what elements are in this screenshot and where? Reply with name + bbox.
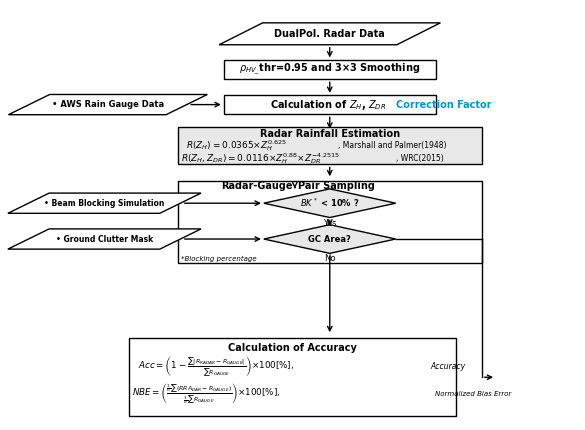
Text: $Acc = \left(1 - \frac{\sum|R_{RADAR}-R_{GAUGE}|}{\sum R_{GAUGE}}\right){\times}: $Acc = \left(1 - \frac{\sum|R_{RADAR}-R_…: [137, 354, 294, 379]
Text: $\rho_{HV\_}$thr=0.95 and 3×3 Smoothing: $\rho_{HV\_}$thr=0.95 and 3×3 Smoothing: [239, 62, 421, 77]
Text: Calculation of Accuracy: Calculation of Accuracy: [228, 343, 357, 353]
Polygon shape: [264, 225, 395, 253]
Text: $R(Z_H, Z_{DR}) = 0.0116{\times}Z_H^{0.88}{\times}Z_{DR}^{-4.2515}$: $R(Z_H, Z_{DR}) = 0.0116{\times}Z_H^{0.8…: [181, 150, 339, 166]
Text: , WRC(2015): , WRC(2015): [395, 154, 443, 163]
Text: *Blocking percentage: *Blocking percentage: [181, 256, 256, 262]
Text: Normalized Bias Error: Normalized Bias Error: [435, 391, 511, 397]
FancyBboxPatch shape: [178, 126, 481, 164]
FancyBboxPatch shape: [223, 95, 436, 114]
Polygon shape: [8, 95, 207, 115]
Polygon shape: [8, 193, 201, 213]
Text: $NBE = \left(\frac{\frac{1}{n}\sum(RRA_{DAR}-R_{GAUGE})}{\frac{1}{n}\sum R_{GAUG: $NBE = \left(\frac{\frac{1}{n}\sum(RRA_{…: [132, 382, 280, 406]
Text: Correction Factor: Correction Factor: [395, 100, 491, 110]
Text: Radar-Gauge: Radar-Gauge: [221, 181, 292, 191]
Polygon shape: [264, 189, 395, 218]
Text: Accuracy: Accuracy: [430, 362, 465, 371]
Text: • Beam Blocking Simulation: • Beam Blocking Simulation: [44, 199, 164, 208]
FancyBboxPatch shape: [223, 60, 436, 79]
Text: GC Area?: GC Area?: [308, 234, 351, 243]
Polygon shape: [219, 23, 441, 45]
Text: $R(Z_H) = 0.0365{\times}Z_H^{0.625}$: $R(Z_H) = 0.0365{\times}Z_H^{0.625}$: [187, 138, 287, 153]
Text: Yes: Yes: [323, 218, 336, 227]
Text: No: No: [324, 254, 336, 263]
FancyBboxPatch shape: [129, 338, 456, 416]
Text: DualPol. Radar Data: DualPol. Radar Data: [274, 29, 385, 39]
Text: $BK^*$ < 10% ?: $BK^*$ < 10% ?: [300, 197, 360, 209]
Text: Calculation of $Z_H$, $Z_{DR}$: Calculation of $Z_H$, $Z_{DR}$: [270, 98, 387, 112]
Text: Pair Sampling: Pair Sampling: [298, 181, 375, 191]
Text: , Marshall and Palmer(1948): , Marshall and Palmer(1948): [338, 141, 447, 150]
Text: Radar Rainfall Estimation: Radar Rainfall Estimation: [260, 129, 400, 138]
Text: • Ground Clutter Mask: • Ground Clutter Mask: [56, 234, 153, 243]
Text: • AWS Rain Gauge Data: • AWS Rain Gauge Data: [52, 100, 164, 109]
FancyBboxPatch shape: [178, 181, 481, 263]
Polygon shape: [8, 229, 201, 249]
